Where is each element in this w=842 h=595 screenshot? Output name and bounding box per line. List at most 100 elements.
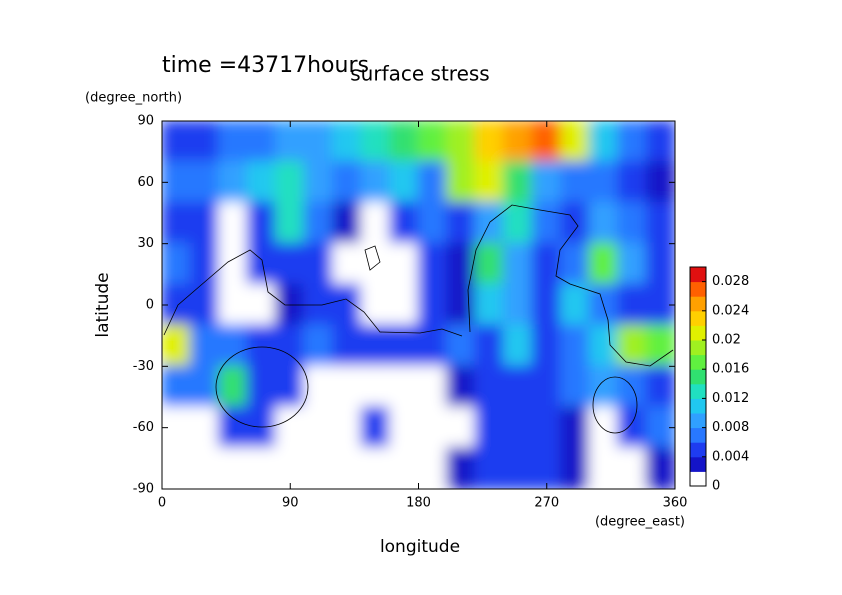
x-tick-label: 180 <box>406 496 431 511</box>
cell <box>617 324 648 368</box>
cell <box>303 160 334 204</box>
cell <box>303 201 334 245</box>
cell <box>417 283 448 327</box>
colorbar-swatch <box>690 471 706 487</box>
cell <box>162 447 192 489</box>
cell <box>503 121 534 163</box>
cell <box>218 242 249 286</box>
cell <box>588 406 619 450</box>
coastline <box>364 245 381 271</box>
coastline <box>215 346 309 428</box>
y-tick-label: -60 <box>133 420 154 435</box>
cell <box>389 160 420 204</box>
cell <box>303 324 334 368</box>
cell <box>531 160 562 204</box>
cell <box>645 324 675 368</box>
cell <box>474 447 505 489</box>
cell <box>560 365 591 409</box>
cell <box>531 121 562 163</box>
colorbar-tick-label: 0.016 <box>712 362 749 377</box>
cell <box>275 121 306 163</box>
cell <box>617 242 648 286</box>
cell <box>218 406 249 450</box>
cell <box>645 201 675 245</box>
cell <box>218 201 249 245</box>
cell <box>360 121 391 163</box>
y-tick-label: 90 <box>137 114 154 129</box>
cell <box>645 365 675 409</box>
cell <box>332 447 363 489</box>
cell <box>588 447 619 489</box>
cell <box>246 365 277 409</box>
cell <box>560 283 591 327</box>
cell <box>503 447 534 489</box>
cell <box>389 283 420 327</box>
cell <box>588 201 619 245</box>
cell <box>246 160 277 204</box>
colorbar-swatch <box>690 340 706 356</box>
cell <box>560 121 591 163</box>
cell <box>531 447 562 489</box>
cell <box>531 365 562 409</box>
cell <box>560 201 591 245</box>
cell <box>162 121 192 163</box>
cell <box>645 447 675 489</box>
cell <box>474 406 505 450</box>
colorbar-swatch <box>690 383 706 399</box>
cell <box>246 324 277 368</box>
cell <box>446 447 477 489</box>
cell <box>560 406 591 450</box>
cell <box>617 283 648 327</box>
colorbar-swatch <box>690 281 706 297</box>
colorbar-swatch <box>690 325 706 341</box>
cell <box>617 406 648 450</box>
cell <box>246 283 277 327</box>
cell <box>189 242 220 286</box>
coastline <box>467 204 674 367</box>
cell <box>162 324 192 368</box>
cell <box>189 447 220 489</box>
colorbar-swatch <box>690 369 706 385</box>
colorbar-swatch <box>690 296 706 312</box>
cell <box>417 242 448 286</box>
cell <box>246 242 277 286</box>
cell <box>332 324 363 368</box>
field <box>162 121 675 489</box>
colorbar-swatch <box>690 354 706 370</box>
cell <box>474 121 505 163</box>
cell <box>446 324 477 368</box>
colorbar-swatch <box>690 456 706 472</box>
cell <box>503 160 534 204</box>
cell <box>531 283 562 327</box>
cell <box>474 242 505 286</box>
cell <box>446 283 477 327</box>
cell <box>246 406 277 450</box>
colorbar-swatch <box>690 398 706 414</box>
cell <box>389 447 420 489</box>
cell <box>275 160 306 204</box>
y-tick-label: -90 <box>133 482 154 497</box>
y-tick-label: -30 <box>133 359 154 374</box>
cell <box>332 406 363 450</box>
cell <box>617 447 648 489</box>
cell <box>303 365 334 409</box>
cell <box>303 242 334 286</box>
cell <box>446 242 477 286</box>
cell <box>162 242 192 286</box>
cell <box>218 121 249 163</box>
cell <box>189 406 220 450</box>
cell <box>360 160 391 204</box>
cell <box>218 365 249 409</box>
cell <box>218 160 249 204</box>
cell <box>275 324 306 368</box>
cell <box>389 121 420 163</box>
cell <box>588 242 619 286</box>
chart-subtitle: time =43717hours <box>162 53 369 78</box>
cell <box>503 365 534 409</box>
colorbar-swatch <box>690 413 706 429</box>
cell <box>503 201 534 245</box>
x-axis-label: longitude <box>380 537 460 557</box>
coastline <box>592 376 638 434</box>
colorbar-tick-label: 0.012 <box>712 391 749 406</box>
cell <box>189 121 220 163</box>
